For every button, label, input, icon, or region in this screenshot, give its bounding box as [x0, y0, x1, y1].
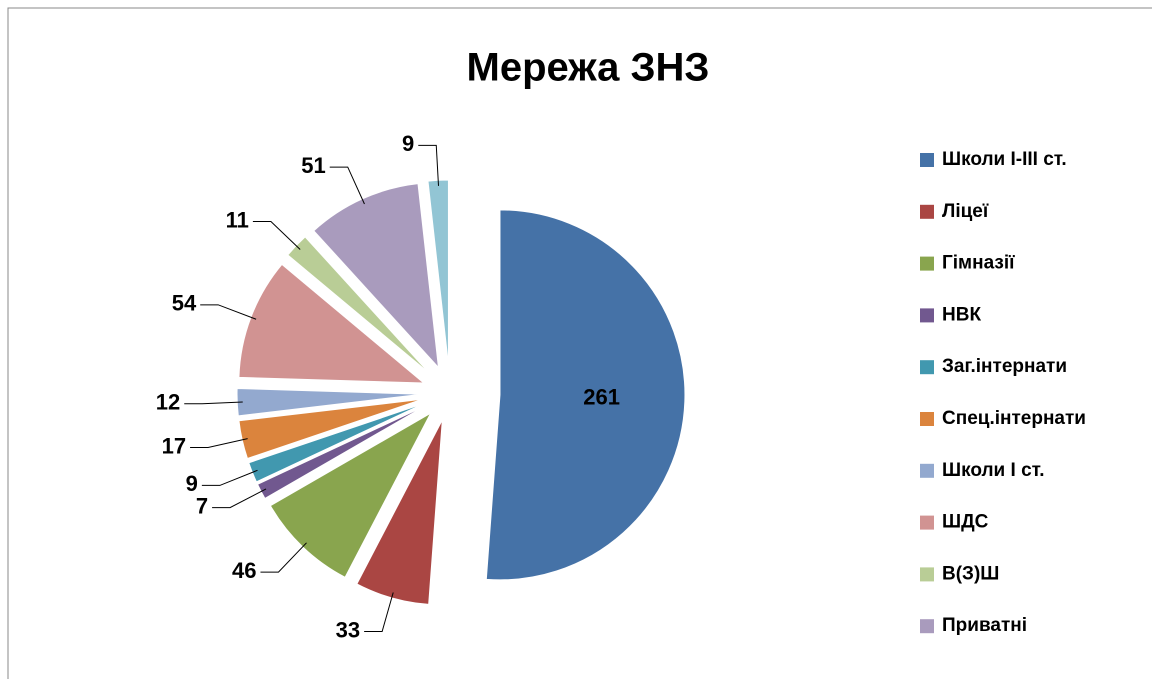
leader-line [252, 220, 301, 250]
legend-swatch [920, 412, 934, 426]
data-label: 46 [232, 558, 256, 583]
legend-label: Ліцеї [942, 201, 989, 222]
leader-line [329, 166, 365, 205]
leader-line [184, 401, 243, 405]
legend-label: ШДС [942, 512, 989, 533]
legend-label: Школи І ст. [942, 460, 1045, 481]
legend-swatch [920, 515, 934, 530]
leader-line [418, 144, 440, 186]
data-label: 9 [186, 471, 198, 496]
legend-label: Школи І-ІІІ ст. [942, 149, 1067, 170]
data-label: 261 [583, 384, 620, 409]
legend-swatch [920, 360, 934, 375]
legend-label: Заг.інтернати [942, 356, 1067, 377]
leader-line [212, 488, 267, 509]
legend-swatch [920, 256, 934, 271]
data-label: 51 [301, 153, 325, 178]
data-label: 17 [162, 433, 186, 458]
legend-label: Гімназії [942, 253, 1015, 274]
legend-swatch [920, 153, 934, 167]
legend-swatch [920, 619, 934, 634]
leader-line [201, 469, 258, 486]
chart-title: Мережа ЗНЗ [467, 46, 710, 90]
data-label: 12 [156, 390, 180, 415]
data-label: 11 [226, 207, 249, 232]
leader-line [364, 592, 394, 633]
legend-label: Спец.інтернати [942, 408, 1086, 429]
legend-swatch [920, 204, 934, 219]
data-label: 54 [172, 291, 197, 316]
legend-swatch [920, 308, 934, 323]
pie-slice [485, 209, 686, 581]
leader-line [260, 542, 307, 573]
data-label: 7 [196, 493, 208, 518]
legend-swatch [920, 463, 934, 478]
legend-swatch [920, 567, 934, 582]
data-label: 9 [402, 131, 414, 156]
legend-label: Приватні [942, 615, 1027, 636]
leader-line [190, 438, 248, 449]
leader-line [200, 304, 257, 320]
legend-label: НВК [942, 304, 981, 325]
legend-label: В(З)Ш [942, 563, 999, 584]
data-label: 33 [336, 617, 360, 642]
